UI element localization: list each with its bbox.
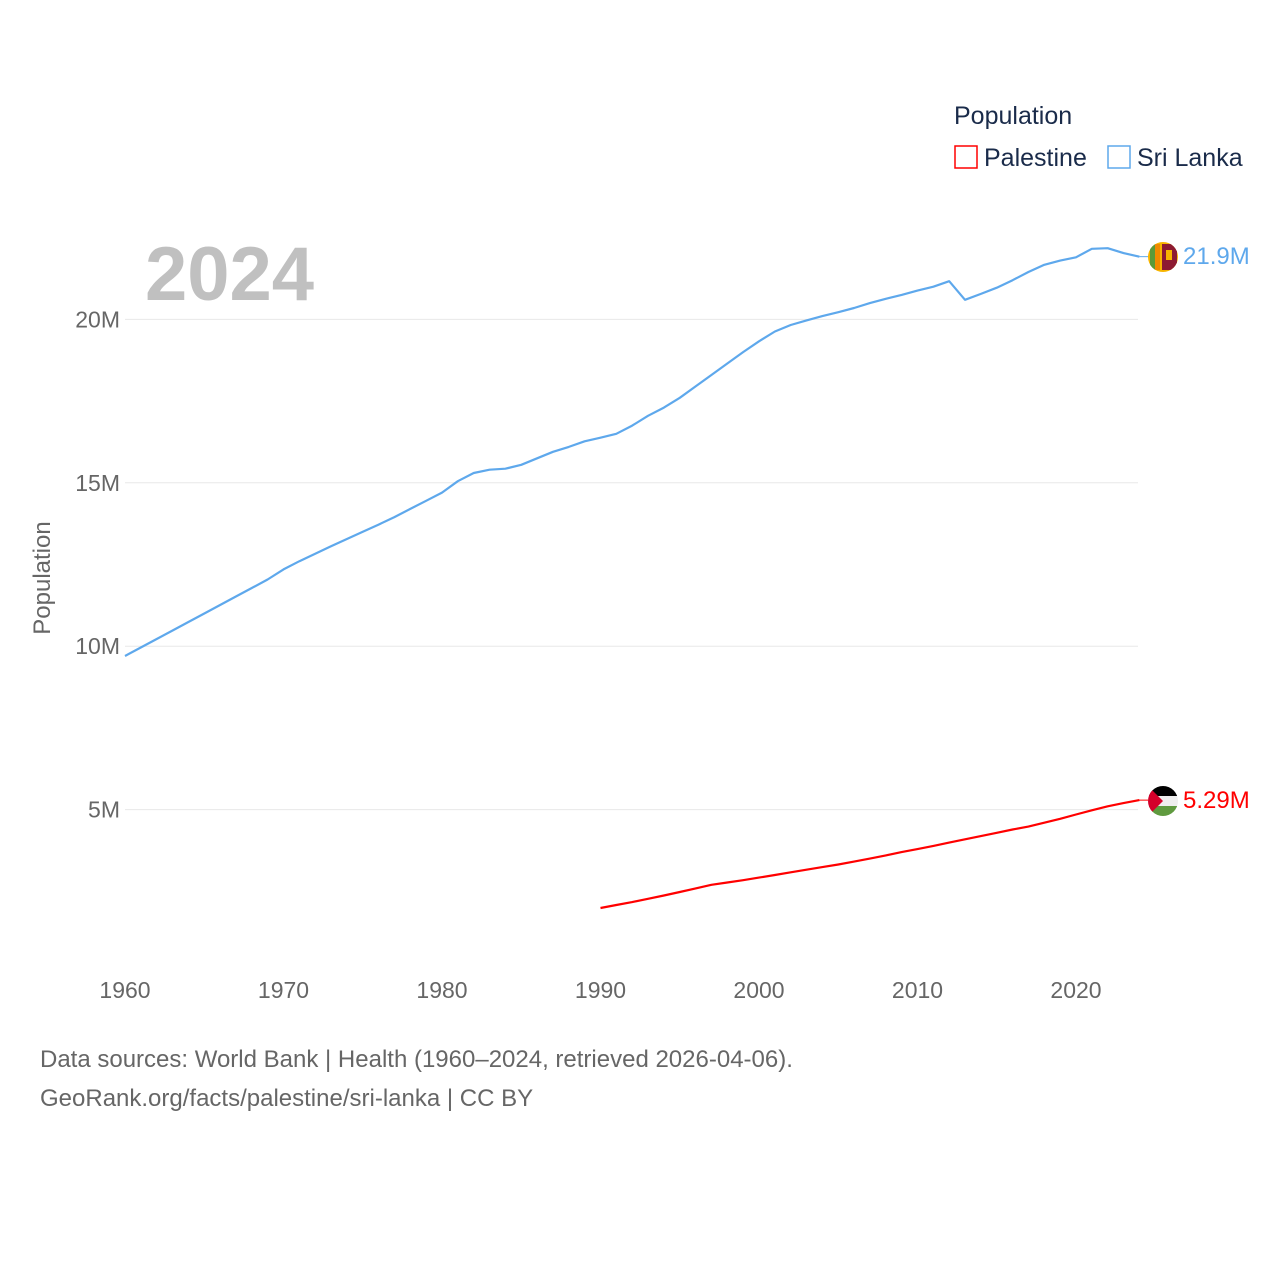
legend-label: Sri Lanka xyxy=(1137,144,1243,172)
footer-link[interactable]: GeoRank.org/facts/palestine/sri-lanka | … xyxy=(40,1085,534,1112)
x-tick-label: 1990 xyxy=(575,977,626,1003)
legend-swatch xyxy=(954,145,978,169)
x-tick-label: 2010 xyxy=(892,977,943,1003)
x-tick-label: 1960 xyxy=(99,977,150,1003)
footer-sources: Data sources: World Bank | Health (1960–… xyxy=(40,1046,793,1073)
x-tick-label: 1970 xyxy=(258,977,309,1003)
year-label: 2024 xyxy=(145,232,314,317)
legend-swatch xyxy=(1107,145,1131,169)
series-line-palestine xyxy=(600,799,1140,910)
palestine-flag-icon xyxy=(1148,786,1178,816)
series-line-sri-lanka xyxy=(124,247,1140,657)
y-tick-label: 5M xyxy=(88,797,120,823)
y-tick-label: 10M xyxy=(75,633,120,659)
y-axis-label: Population xyxy=(29,521,56,634)
legend-title: Population xyxy=(954,102,1072,130)
x-tick-label: 2020 xyxy=(1050,977,1101,1003)
x-tick-label: 2000 xyxy=(733,977,784,1003)
legend-item-sri-lanka[interactable]: Sri Lanka xyxy=(1107,144,1243,172)
legend-label: Palestine xyxy=(984,144,1087,172)
y-tick-label: 20M xyxy=(75,306,120,332)
sri-lanka-flag-icon xyxy=(1148,242,1178,272)
sri-lanka-end-label: 21.9M xyxy=(1183,243,1250,270)
x-tick-label: 1980 xyxy=(416,977,467,1003)
palestine-end-label: 5.29M xyxy=(1183,787,1250,814)
y-tick-label: 15M xyxy=(75,470,120,496)
legend-item-palestine[interactable]: Palestine xyxy=(954,144,1087,172)
